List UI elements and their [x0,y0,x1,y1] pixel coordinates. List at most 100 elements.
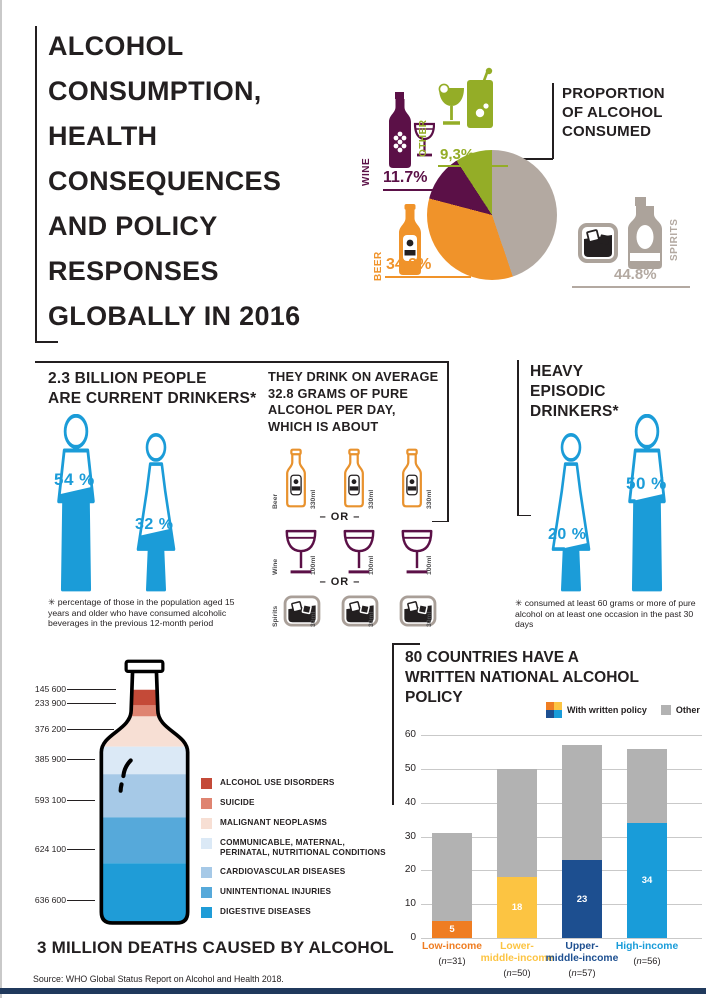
title-line: CONSEQUENCES [48,166,282,196]
bar-value-label: 5 [449,924,455,936]
grid-line [421,735,702,736]
page-title: ALCOHOL CONSUMPTION, HEALTH CONSEQUENCES… [48,24,348,339]
deaths-title: 3 MILLION DEATHS CAUSED BY ALCOHOL [37,938,394,957]
legend-label: SUICIDE [220,798,255,807]
drinkers-footnote: ✳ percentage of those in the population … [48,597,235,629]
death-count-label: 636 600 [34,895,66,905]
consumption-bracket-vertical [447,361,449,522]
swatch-color [554,710,562,718]
beer-row-label: Beer [272,493,279,509]
written-policy-legend-label: With written policy [567,705,647,715]
title-line: ALCOHOL [48,31,184,61]
spirits-serving-item: 30ml [399,593,457,627]
swatch-color [546,702,554,710]
category-name: Upper- [565,941,599,952]
spirits-glasses: 30ml 30ml 30ml [283,593,457,627]
death-tick-line [67,759,95,761]
bar-other-segment [497,768,537,878]
male-drinker-figure: 54 % [45,414,107,592]
death-count-label: 385 900 [34,754,66,764]
y-axis-tick-label: 50 [404,762,416,774]
policy-bracket-horizontal [392,643,420,645]
deaths-legend-item: SUICIDE [201,798,391,809]
bar-written-segment: 23 [562,860,602,938]
beer-bottle-icon [393,203,427,282]
female-silhouette [551,433,591,592]
y-axis-tick-label: 0 [410,932,416,943]
wine-glass-icon [285,529,317,574]
beer-bottle-icon [402,448,422,508]
death-count-label: 593 100 [34,795,66,805]
male-heavy-drinker-figure: 50 % [616,414,678,592]
drinkers-heading-line: 2.3 BILLION PEOPLE [48,370,207,387]
title-rule-foot [35,341,58,343]
beer-bottle-icon [399,204,421,275]
male-heavy-percent: 50 % [626,474,667,493]
policy-legend: With written policy Other [546,702,700,718]
serving-size-label: 30ml [426,611,433,628]
bottle-segment [101,774,188,818]
spirits-bottle-glass-icon [578,197,662,269]
legend-swatch [201,798,212,809]
cocktail-glasses-icon [438,67,493,128]
y-axis-tick-label: 60 [404,729,416,740]
other-swatch [660,705,671,715]
deaths-legend-item: CARDIOVASCULAR DISEASES [201,866,391,878]
bottle-graphic [94,650,195,937]
female-heavy-drinker-figure: 20 % [542,430,600,592]
beer-bottle-icon [286,448,306,508]
legend-swatch [201,886,212,898]
beer-percent: 34,3% [386,256,432,273]
bar-category-label: Low-income (n=31) [412,941,492,967]
wine-row-label: Wine [272,558,279,575]
serving-size-label: 330ml [426,489,433,509]
category-n-label: (n=57) [568,968,596,978]
y-axis-tick-label: 10 [404,898,416,910]
spirits-serving-item: 30ml [341,593,399,627]
alcohol-pie-chart [427,150,557,280]
policy-bracket-vertical [392,643,394,805]
bar-category-label: High-income (n=56) [607,941,687,967]
category-name: Low-income [421,941,483,952]
title-rule-vertical [35,26,37,343]
grid-line [421,802,702,804]
heavy-heading-line: DRINKERS* [530,403,619,420]
other-percent: 9,3% [440,146,475,163]
category-name: middle-income [545,953,619,964]
bar-written-segment: 5 [432,921,472,938]
heavy-heading: HEAVY EPISODIC DRINKERS* [530,362,680,422]
bar-other-segment [562,745,602,861]
female-drinker-percent: 32 % [135,516,174,533]
policy-plot-area: 0 10 20 30 40 50 60 5 18 23 34 [390,729,706,943]
deaths-bottle-chart: 145 600 233 900 376 200 385 900 593 100 624 1… [28,645,398,945]
other-legend-label: Other [675,705,700,715]
deaths-legend: ALCOHOL USE DISORDERS SUICIDE MALIGNANT … [201,778,391,927]
category-n-label: (n=56) [633,956,661,966]
death-count-label: 145 600 [34,684,66,694]
male-silhouette [57,414,95,592]
male-silhouette [628,414,666,592]
or-divider: – OR – [319,511,361,523]
bar-category-label: Upper-middle-income (n=57) [542,941,622,979]
category-name: middle-income [480,953,554,964]
bottle-segment [101,746,188,775]
drinkers-heading: 2.3 BILLION PEOPLE ARE CURRENT DRINKERS* [48,369,258,409]
spirits-underline [572,286,690,288]
death-tick-line [67,849,95,851]
serving-size-label: 100ml [310,555,317,575]
serving-size-label: 330ml [310,489,317,509]
death-count-label: 233 900 [34,698,66,708]
written-policy-swatch [546,702,562,718]
wine-glass-icon [343,529,375,574]
bottle-segment [101,705,188,717]
wine-serving-item: 100ml [283,527,341,575]
wine-glasses: 100ml 100ml 100ml [283,527,457,575]
serving-size-label: 100ml [426,555,433,575]
title-line: AND POLICY [48,211,218,241]
heavy-bracket-foot [517,514,531,516]
or-divider: – OR – [319,576,361,588]
title-line: GLOBALLY IN 2016 [48,301,301,331]
heavy-heading-line: HEAVY [530,363,584,380]
serving-size-label: 100ml [368,555,375,575]
